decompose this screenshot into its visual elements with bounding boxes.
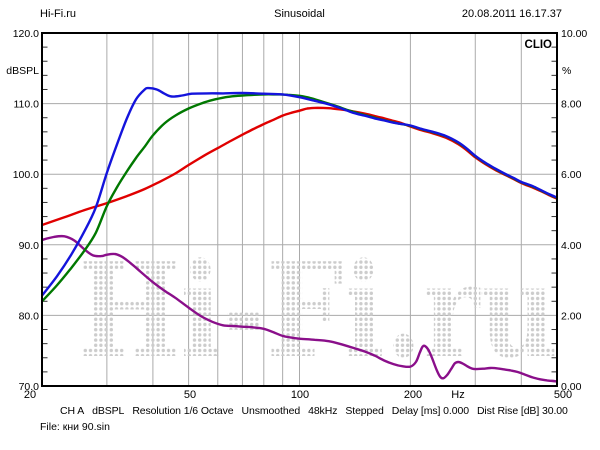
status-delay: Delay [ms] 0.000 <box>391 405 469 417</box>
axis-label-left-70: 70.0 <box>19 381 40 393</box>
axis-label-left-110: 110.0 <box>14 99 40 111</box>
header-datetime: 20.08.2011 16.17.37 <box>461 8 562 20</box>
axis-label-right-4: 4.00 <box>561 240 582 252</box>
status-bar: CH A dBSPL Resolution 1/6 Octave Unsmoot… <box>60 405 568 417</box>
file-name-label: File: кни 90.sin <box>40 421 110 433</box>
axis-label-x-20: 20 <box>24 389 36 401</box>
axis-unit-percent: % <box>562 65 571 77</box>
clio-brand-label: CLIO <box>525 39 553 51</box>
axis-label-right-0: 0.00 <box>561 381 582 393</box>
axis-label-x-100: 100 <box>291 389 309 401</box>
axis-label-right-10: 10.00 <box>561 28 587 40</box>
axis-label-x-500: 500 <box>554 389 572 401</box>
axis-label-right-6: 6.00 <box>561 169 582 181</box>
header-measurement-title: Sinusoidal <box>274 8 325 20</box>
axis-label-right-8: 8.00 <box>561 99 582 111</box>
status-samplerate: 48kHz <box>308 405 338 417</box>
curves-group <box>42 86 557 383</box>
status-unit: dBSPL <box>92 405 125 417</box>
axis-label-x-Hz: Hz <box>451 389 464 401</box>
status-dist-rise: Dist Rise [dB] 30.00 <box>476 405 568 417</box>
axis-unit-dbspl: dBSPL <box>6 65 39 77</box>
axis-label-left-90: 90.0 <box>19 240 40 252</box>
axis-label-x-50: 50 <box>184 389 196 401</box>
axis-label-x-200: 200 <box>404 389 422 401</box>
curve-distortion-purple <box>42 234 557 383</box>
axis-label-left-120: 120.0 <box>13 28 39 40</box>
status-resolution: Resolution 1/6 Octave <box>132 405 234 417</box>
status-channel: CH A <box>60 405 85 417</box>
watermark-text: Hi-Fi.ru <box>78 234 558 387</box>
plot-frame <box>41 32 558 387</box>
status-mode: Stepped <box>345 405 384 417</box>
status-smoothing: Unsmoothed <box>241 405 301 417</box>
axis-label-left-80: 80.0 <box>19 310 40 322</box>
curve-spl-blue <box>42 86 557 297</box>
axis-label-right-2: 2.00 <box>561 310 582 322</box>
axis-label-left-100: 100.0 <box>13 169 39 181</box>
header-site-label: Hi-Fi.ru <box>40 8 77 20</box>
